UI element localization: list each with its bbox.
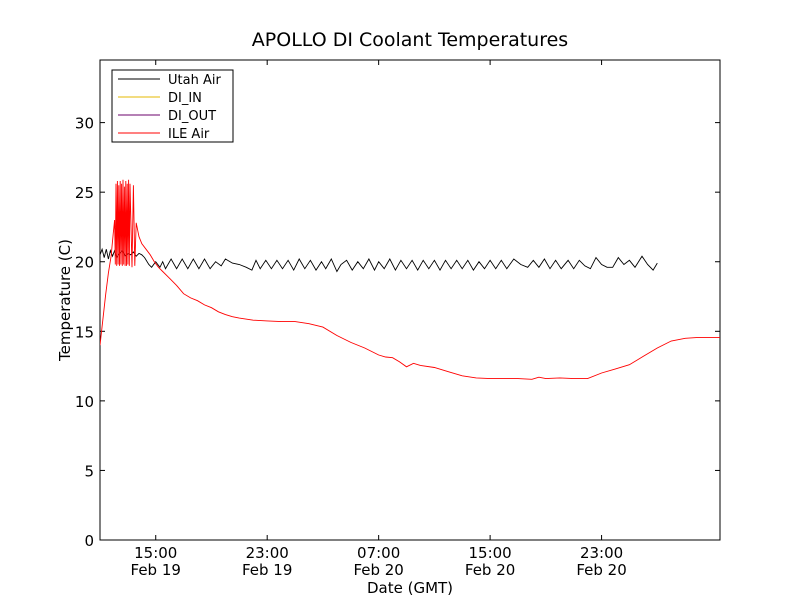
- y-tick-label: 20: [75, 254, 94, 272]
- x-tick-label-time: 23:00: [580, 544, 623, 562]
- y-tick-label: 25: [75, 184, 94, 202]
- series-line-ile-air: [100, 179, 720, 380]
- x-tick-label-time: 15:00: [468, 544, 511, 562]
- x-tick-label-date: Feb 20: [576, 561, 626, 579]
- legend-label-utah-air: Utah Air: [168, 73, 221, 88]
- y-tick-label: 10: [75, 393, 94, 411]
- x-tick-label-time: 15:00: [134, 544, 177, 562]
- y-tick-label: 5: [84, 462, 94, 480]
- y-tick-label: 15: [75, 323, 94, 341]
- legend-label-ile-air: ILE Air: [168, 127, 210, 142]
- y-axis: 0 5 10 15 20 25 30: [75, 115, 720, 550]
- series-line-utah-air: [100, 247, 658, 273]
- chart-title: APOLLO DI Coolant Temperatures: [252, 29, 568, 51]
- x-axis-label: Date (GMT): [367, 579, 453, 597]
- legend-box: [111, 69, 234, 143]
- legend: Utah Air DI_IN DI_OUT ILE Air: [111, 69, 234, 143]
- series-layer: [100, 179, 720, 380]
- y-axis-label: Temperature (C): [56, 239, 74, 362]
- legend-label-di-in: DI_IN: [168, 91, 202, 106]
- x-tick-label-time: 23:00: [246, 544, 289, 562]
- x-tick-label-date: Feb 20: [465, 561, 515, 579]
- x-tick-label-date: Feb 19: [242, 561, 292, 579]
- y-tick-label: 0: [84, 532, 94, 550]
- x-tick-label-date: Feb 20: [353, 561, 403, 579]
- x-tick-label-date: Feb 19: [131, 561, 181, 579]
- y-tick-label: 30: [75, 115, 94, 133]
- x-tick-label-time: 07:00: [357, 544, 400, 562]
- legend-label-di-out: DI_OUT: [168, 109, 216, 124]
